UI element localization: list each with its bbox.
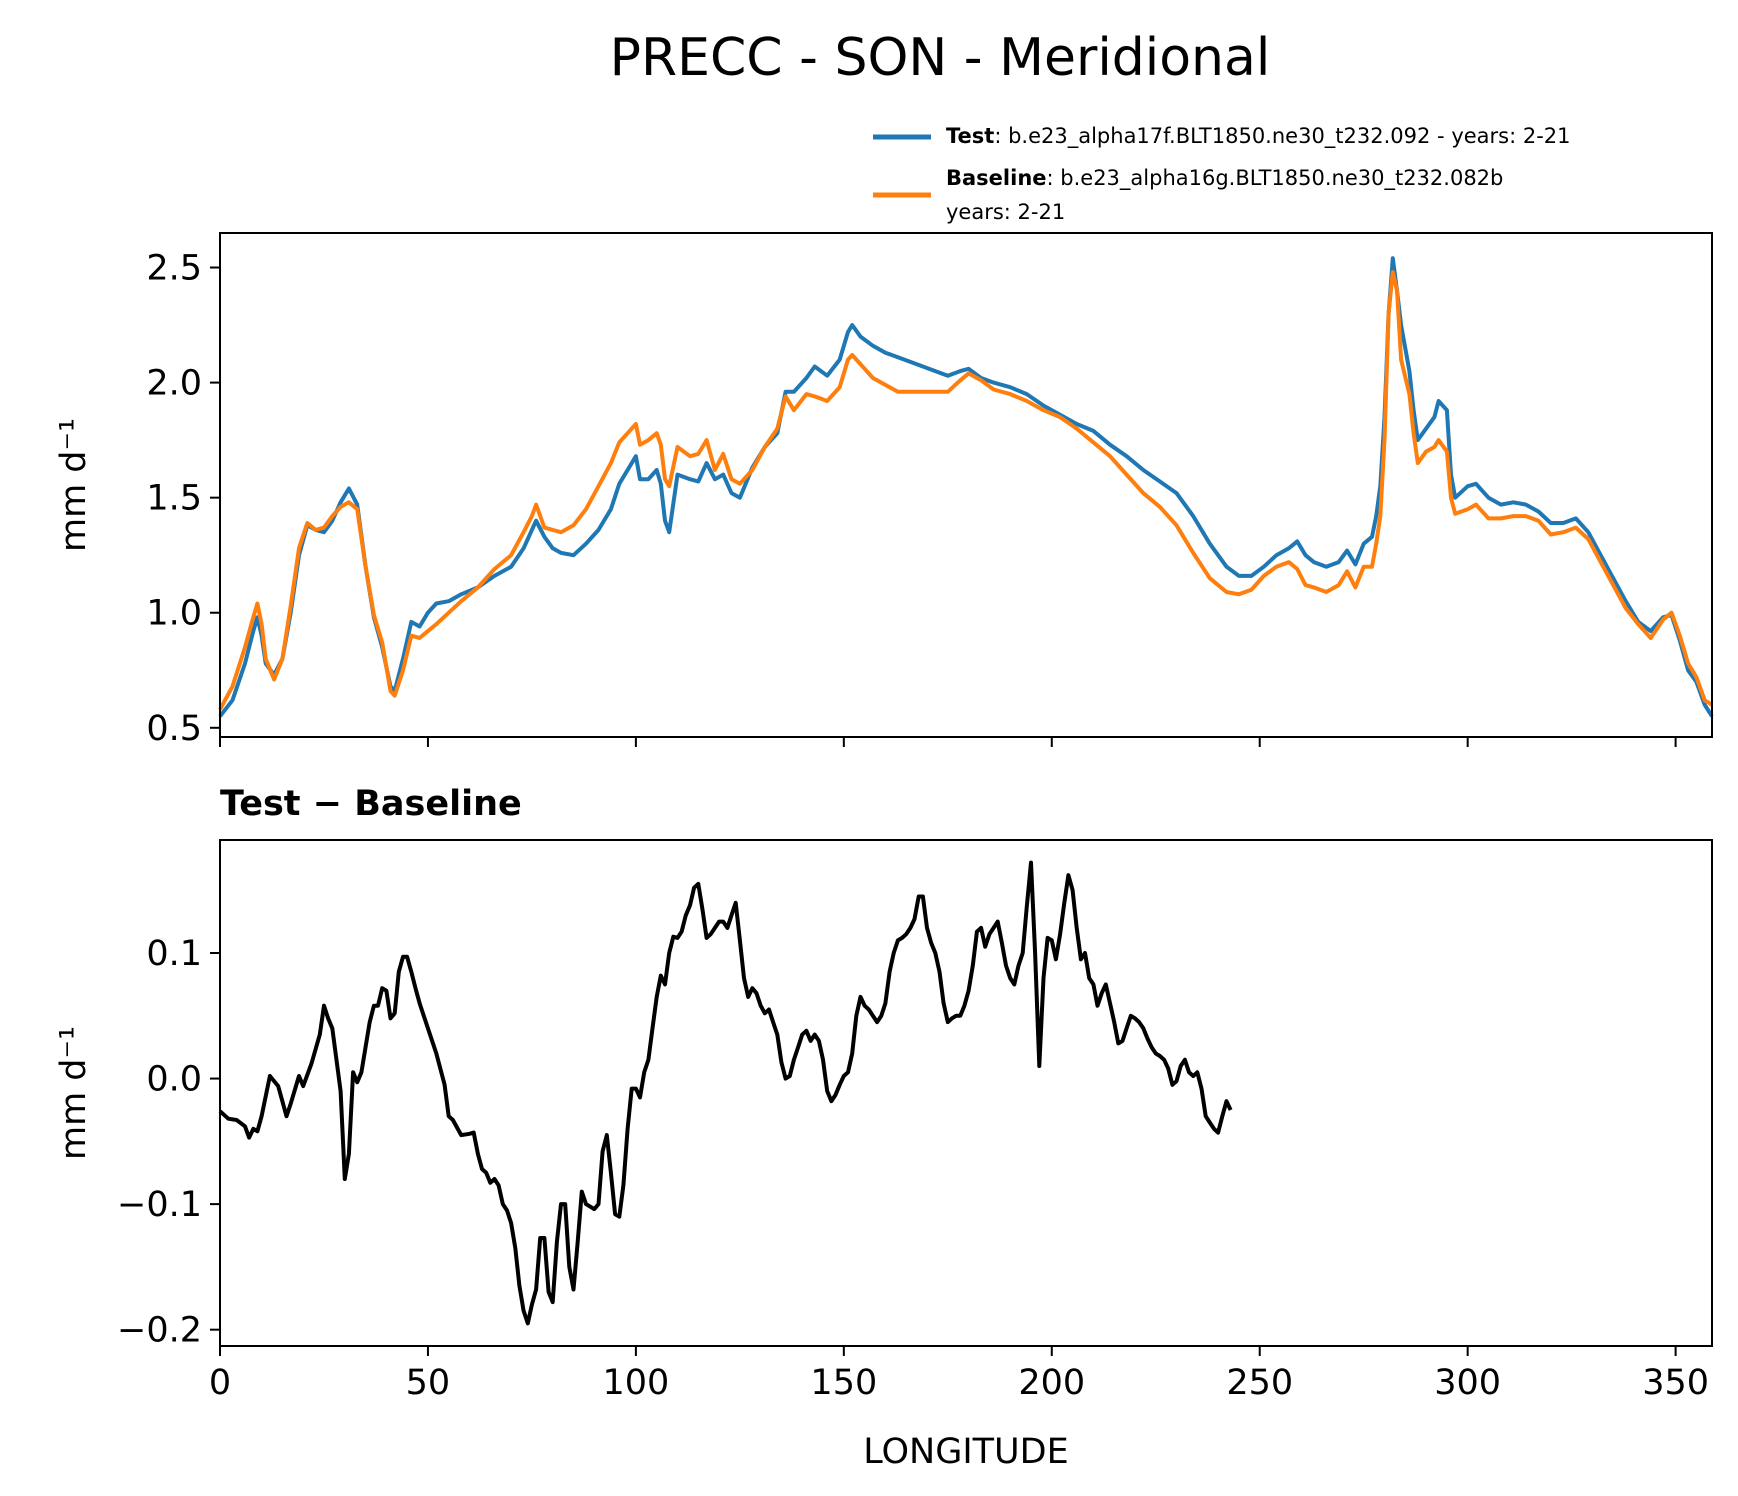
- x-axis-label: LONGITUDE: [863, 1432, 1069, 1472]
- diff-title: Test − Baseline: [220, 784, 522, 824]
- y-axis-label: mm d⁻¹: [54, 1026, 94, 1160]
- x-tick-label: 300: [1434, 1363, 1501, 1403]
- legend: Test: b.e23_alpha17f.BLT1850.ne30_t232.0…: [873, 124, 1571, 224]
- y-tick-label: −0.1: [117, 1185, 202, 1225]
- legend-baseline-years: years: 2-21: [946, 200, 1065, 224]
- y-tick-label: −0.2: [117, 1311, 202, 1351]
- axes-frame: [219, 839, 1713, 1347]
- legend-baseline-label: Baseline: b.e23_alpha16g.BLT1850.ne30_t2…: [946, 166, 1503, 191]
- x-tick-label: 50: [406, 1363, 451, 1403]
- series-line-baseline: [218, 270, 1714, 711]
- bottom-axes: 0 50 100 150 200 250 300 350 −0.2 −0.1 0.0 0.1 mm d⁻…: [54, 839, 1713, 1403]
- x-tick-label: 100: [602, 1363, 669, 1403]
- legend-baseline-bold: Baseline: [946, 166, 1047, 190]
- series-line-test: [218, 256, 1714, 718]
- series-line-diff: [218, 860, 1233, 1326]
- legend-test-label: Test: b.e23_alpha17f.BLT1850.ne30_t232.0…: [946, 124, 1571, 149]
- x-tick-label: 150: [810, 1363, 877, 1403]
- y-tick-label: 2.0: [146, 364, 202, 404]
- figure-title: PRECC - SON - Meridional: [610, 28, 1271, 88]
- legend-test-bold: Test: [946, 124, 994, 148]
- axes-frame: [219, 232, 1713, 738]
- top-axes: 0.5 1.0 1.5 2.0 2.5 mm d⁻¹: [54, 232, 1714, 749]
- y-tick-label: 0.5: [146, 709, 202, 749]
- x-tick-label: 200: [1018, 1363, 1085, 1403]
- legend-baseline-text: : b.e23_alpha16g.BLT1850.ne30_t232.082b: [1047, 166, 1504, 191]
- y-axis-label: mm d⁻¹: [54, 418, 94, 552]
- y-tick-label: 0.1: [146, 934, 202, 974]
- y-tick-label: 2.5: [146, 249, 202, 289]
- y-tick-label: 1.0: [146, 594, 202, 634]
- x-tick-label: 0: [209, 1363, 231, 1403]
- y-tick-label: 0.0: [146, 1060, 202, 1100]
- y-tick-label: 1.5: [146, 479, 202, 519]
- x-tick-label: 350: [1642, 1363, 1709, 1403]
- x-tick-label: 250: [1226, 1363, 1293, 1403]
- legend-test-text: : b.e23_alpha17f.BLT1850.ne30_t232.092 -…: [994, 124, 1570, 149]
